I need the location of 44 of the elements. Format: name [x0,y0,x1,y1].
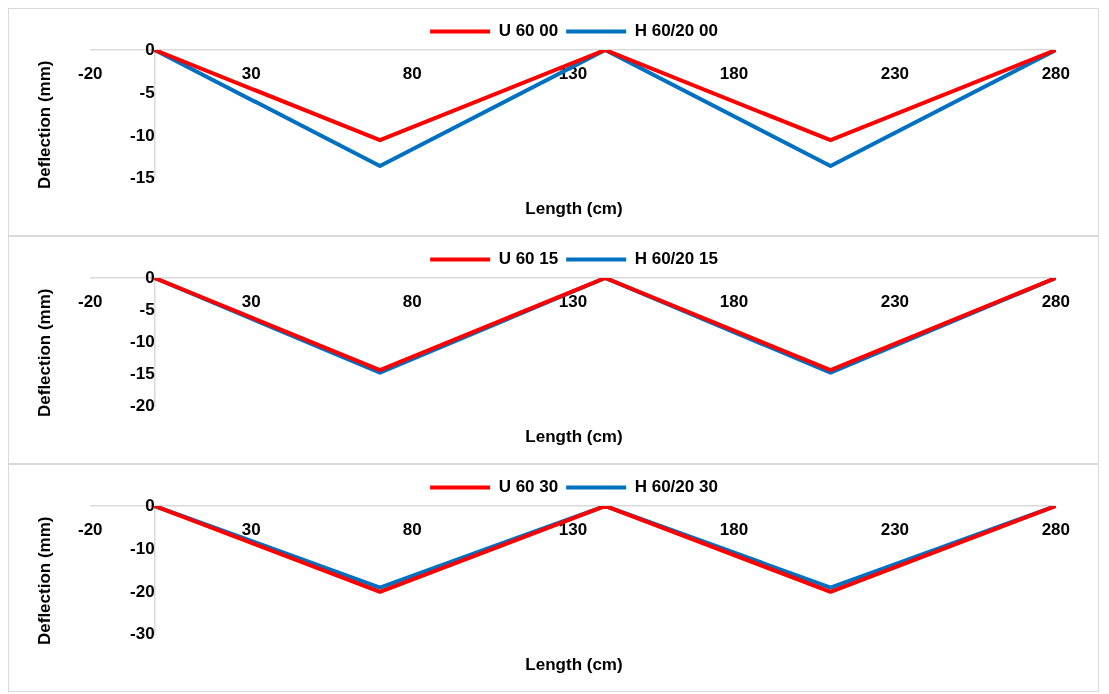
x-tick-label: 30 [241,519,261,539]
y-axis-title: Deflection (mm) [35,515,55,647]
x-tick-label: 280 [1041,63,1071,83]
x-tick-label: 30 [241,63,261,83]
y-tick-label: -10 [130,125,155,145]
x-tick-label: 280 [1041,291,1071,311]
y-tick-label: -5 [139,299,155,319]
legend-label: U 60 30 [498,477,559,497]
x-axis-title: Length (cm) [525,199,623,218]
x-tick-label: 130 [558,519,588,539]
y-tick-label: 0 [145,267,155,287]
y-axis-title: Deflection (mm) [35,59,55,191]
x-tick-label: 180 [719,63,749,83]
legend-label: H 60/20 30 [634,477,718,497]
x-tick-label: 80 [402,291,422,311]
y-tick-label: 0 [145,39,155,59]
legend-label: U 60 15 [498,249,559,269]
x-tick-label: 80 [402,519,422,539]
x-tick-label: 30 [241,291,261,311]
x-tick-label: -20 [78,291,103,311]
x-tick-label: -20 [78,63,103,83]
y-tick-label: -5 [139,82,155,102]
x-tick-label: 180 [719,291,749,311]
x-axis-title: Length (cm) [525,655,623,674]
x-tick-label: 180 [719,519,749,539]
y-tick-label: 0 [145,495,155,515]
y-tick-label: -10 [130,332,155,352]
x-tick-label: 230 [880,519,910,539]
x-tick-label: 280 [1041,519,1071,539]
y-tick-label: -30 [130,624,155,644]
legend-label: H 60/20 15 [634,249,718,269]
y-tick-label: -15 [130,364,155,384]
y-axis-title: Deflection (mm) [35,287,55,419]
x-tick-label: 80 [402,63,422,83]
x-tick-label: -20 [78,519,103,539]
y-tick-label: -20 [130,396,155,416]
legend-label: U 60 00 [498,21,559,41]
y-tick-label: -15 [130,168,155,188]
x-axis-title: Length (cm) [525,427,623,446]
y-tick-label: -10 [130,538,155,558]
legend-label: H 60/20 00 [634,21,718,41]
x-tick-label: 230 [880,291,910,311]
y-tick-label: -20 [130,581,155,601]
x-tick-label: 230 [880,63,910,83]
